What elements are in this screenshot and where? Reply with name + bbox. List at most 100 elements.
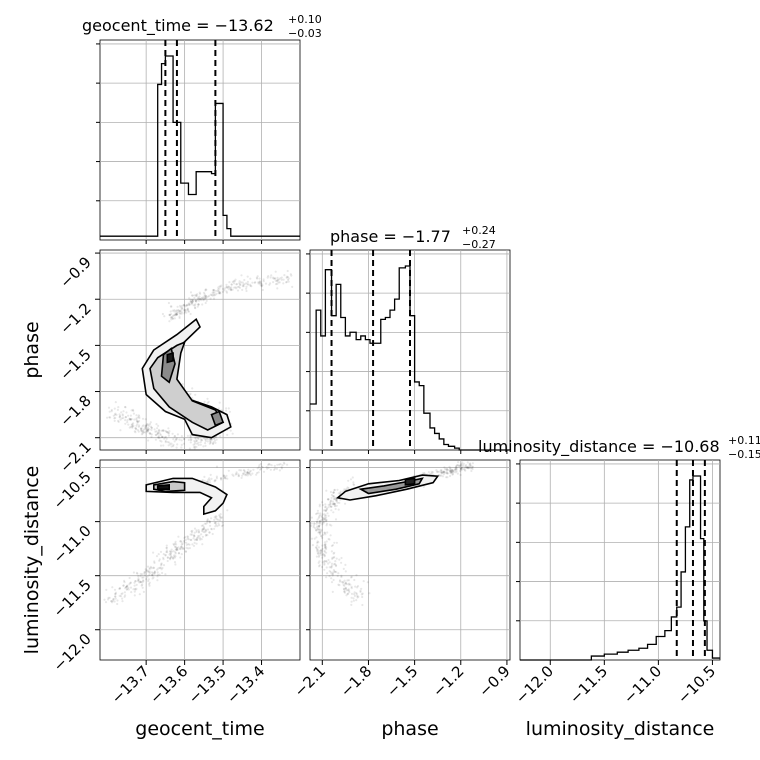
sample-point <box>319 530 323 533</box>
sample-point <box>327 506 330 509</box>
sample-point <box>219 516 222 519</box>
sample-point <box>180 446 183 449</box>
sample-point <box>291 285 294 288</box>
sample-point <box>217 290 220 293</box>
sample-point <box>228 288 231 291</box>
sample-point <box>203 531 206 534</box>
sample-point <box>231 288 234 291</box>
sample-point <box>126 419 129 422</box>
sample-point <box>135 417 138 420</box>
sample-point <box>201 303 204 306</box>
sample-point <box>248 472 251 475</box>
sample-point <box>215 465 219 468</box>
sample-point <box>206 401 209 404</box>
sample-point <box>449 469 453 473</box>
sample-point <box>158 558 161 561</box>
sample-point <box>318 521 321 524</box>
sample-point <box>157 436 160 439</box>
sample-point <box>210 438 213 441</box>
sample-point <box>261 288 264 292</box>
sample-point <box>179 540 182 543</box>
sample-point <box>213 516 216 519</box>
sample-point <box>247 468 250 471</box>
sample-point <box>454 466 457 469</box>
sample-point <box>157 424 160 427</box>
sample-point <box>166 431 169 434</box>
sample-point <box>107 598 110 601</box>
panel-hist-luminosity-distance <box>519 459 721 661</box>
sample-point <box>331 590 334 594</box>
sample-point <box>205 295 208 298</box>
sample-point <box>338 558 341 561</box>
sample-point <box>192 544 196 548</box>
sample-point <box>153 571 156 574</box>
sample-point <box>167 444 170 447</box>
sample-point <box>251 281 254 284</box>
sample-point <box>204 296 207 299</box>
sample-point <box>119 595 123 598</box>
sample-point <box>238 280 241 283</box>
sample-point <box>218 515 222 518</box>
sample-point <box>322 518 325 522</box>
sample-point <box>328 570 331 573</box>
sample-point <box>165 550 168 554</box>
sample-point <box>116 408 119 411</box>
sample-point <box>315 536 318 539</box>
sample-point <box>324 545 327 548</box>
sample-point <box>141 576 144 579</box>
sample-point <box>333 541 336 544</box>
sample-point <box>276 278 279 282</box>
sample-point <box>200 299 203 302</box>
sample-point <box>325 546 328 549</box>
sample-point <box>128 583 131 586</box>
sample-point <box>175 309 178 312</box>
sample-point <box>312 526 315 529</box>
sample-point <box>132 424 135 427</box>
sample-point <box>152 566 155 570</box>
sample-point <box>157 553 160 556</box>
sample-point <box>141 417 145 420</box>
sample-point <box>245 282 248 285</box>
sample-point <box>344 581 347 584</box>
sample-point <box>117 420 120 423</box>
sample-point <box>321 561 324 564</box>
sample-point <box>237 475 240 478</box>
sample-point <box>134 431 137 434</box>
sample-point <box>156 571 159 574</box>
sample-point <box>189 436 192 439</box>
sample-point <box>155 430 158 433</box>
sample-point <box>127 586 130 589</box>
sample-point <box>335 500 338 503</box>
sample-point <box>209 440 212 443</box>
sample-point <box>179 312 182 315</box>
sample-point <box>278 469 281 472</box>
sample-point <box>437 470 440 473</box>
sample-point <box>160 568 163 571</box>
sample-point <box>218 292 221 295</box>
title-geocent-time: geocent_time = −13.62 <box>82 16 274 36</box>
sample-point <box>148 432 151 435</box>
sample-point <box>180 311 183 314</box>
sample-point <box>362 580 365 583</box>
sample-point <box>164 441 167 444</box>
sample-point <box>210 527 213 531</box>
sample-point <box>368 592 371 595</box>
sample-point <box>336 501 339 504</box>
sample-point <box>204 301 207 305</box>
sample-point <box>137 425 140 428</box>
sample-point <box>318 505 321 508</box>
sample-point <box>327 514 330 518</box>
sample-point <box>332 494 335 498</box>
sample-point <box>211 442 214 445</box>
sample-point <box>446 468 449 471</box>
sample-point <box>176 312 179 316</box>
sample-point <box>462 464 465 467</box>
sample-point <box>181 542 184 546</box>
sample-point <box>190 538 193 542</box>
sample-point <box>189 435 192 438</box>
sample-point <box>340 580 343 583</box>
sample-point <box>150 573 154 576</box>
sample-point <box>184 538 187 542</box>
sample-point <box>123 579 126 583</box>
sample-point <box>467 466 470 470</box>
